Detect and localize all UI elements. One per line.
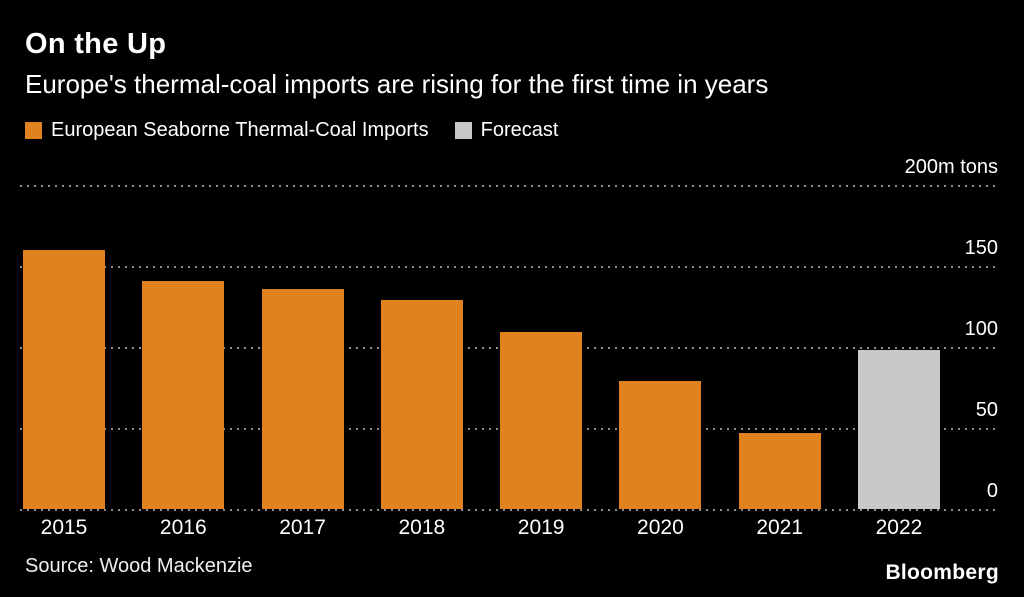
y-tick-label-100: 100 <box>964 318 998 340</box>
x-tick-label-2018: 2018 <box>398 516 446 539</box>
chart-subtitle: Europe's thermal-coal imports are rising… <box>25 69 769 99</box>
x-tick-label-2021: 2021 <box>756 516 804 539</box>
bars <box>23 185 940 509</box>
bar-2015 <box>23 249 105 509</box>
y-tick-label-150: 150 <box>964 237 998 259</box>
legend-item-forecast: Forecast <box>454 119 559 142</box>
bar-2022 <box>857 350 940 509</box>
legend-label-imports: European Seaborne Thermal-Coal Imports <box>51 119 429 141</box>
x-tick-label-2015: 2015 <box>40 516 88 539</box>
x-tick-label-2019: 2019 <box>517 516 565 539</box>
gridline-0 <box>20 509 998 511</box>
bar-2018 <box>380 300 463 509</box>
y-tick-label-50: 50 <box>975 399 998 421</box>
bar-2019 <box>500 332 583 509</box>
x-axis-labels: 2015 2016 2017 2018 2019 2020 2021 2022 <box>23 516 940 540</box>
chart-title: On the Up <box>25 28 167 60</box>
source-note: Source: Wood Mackenzie <box>25 555 253 577</box>
bar-2016 <box>142 280 225 509</box>
x-tick-label-2020: 2020 <box>637 516 684 539</box>
x-tick-label-2017: 2017 <box>279 516 326 539</box>
bloomberg-logo: Bloomberg <box>885 561 999 584</box>
gridline-150 <box>20 266 998 268</box>
legend-swatch-forecast-icon <box>454 122 472 139</box>
bar-2017 <box>261 288 344 509</box>
y-tick-label-0: 0 <box>986 480 998 502</box>
legend-swatch-imports-icon <box>25 122 42 139</box>
x-tick-label-2016: 2016 <box>159 516 207 539</box>
y-tick-label-200: 200m tons <box>904 156 998 178</box>
legend: European Seaborne Thermal-Coal Imports F… <box>25 119 558 142</box>
plot-area: 200m tons 150 100 50 0 2015 2016 2017 2018 2019 2… <box>20 156 998 539</box>
bar-2020 <box>619 381 702 509</box>
legend-label-forecast: Forecast <box>480 119 559 141</box>
legend-item-imports: European Seaborne Thermal-Coal Imports <box>25 119 429 142</box>
x-tick-label-2022: 2022 <box>875 516 923 539</box>
gridline-200 <box>20 185 998 187</box>
bar-2021 <box>738 432 821 509</box>
